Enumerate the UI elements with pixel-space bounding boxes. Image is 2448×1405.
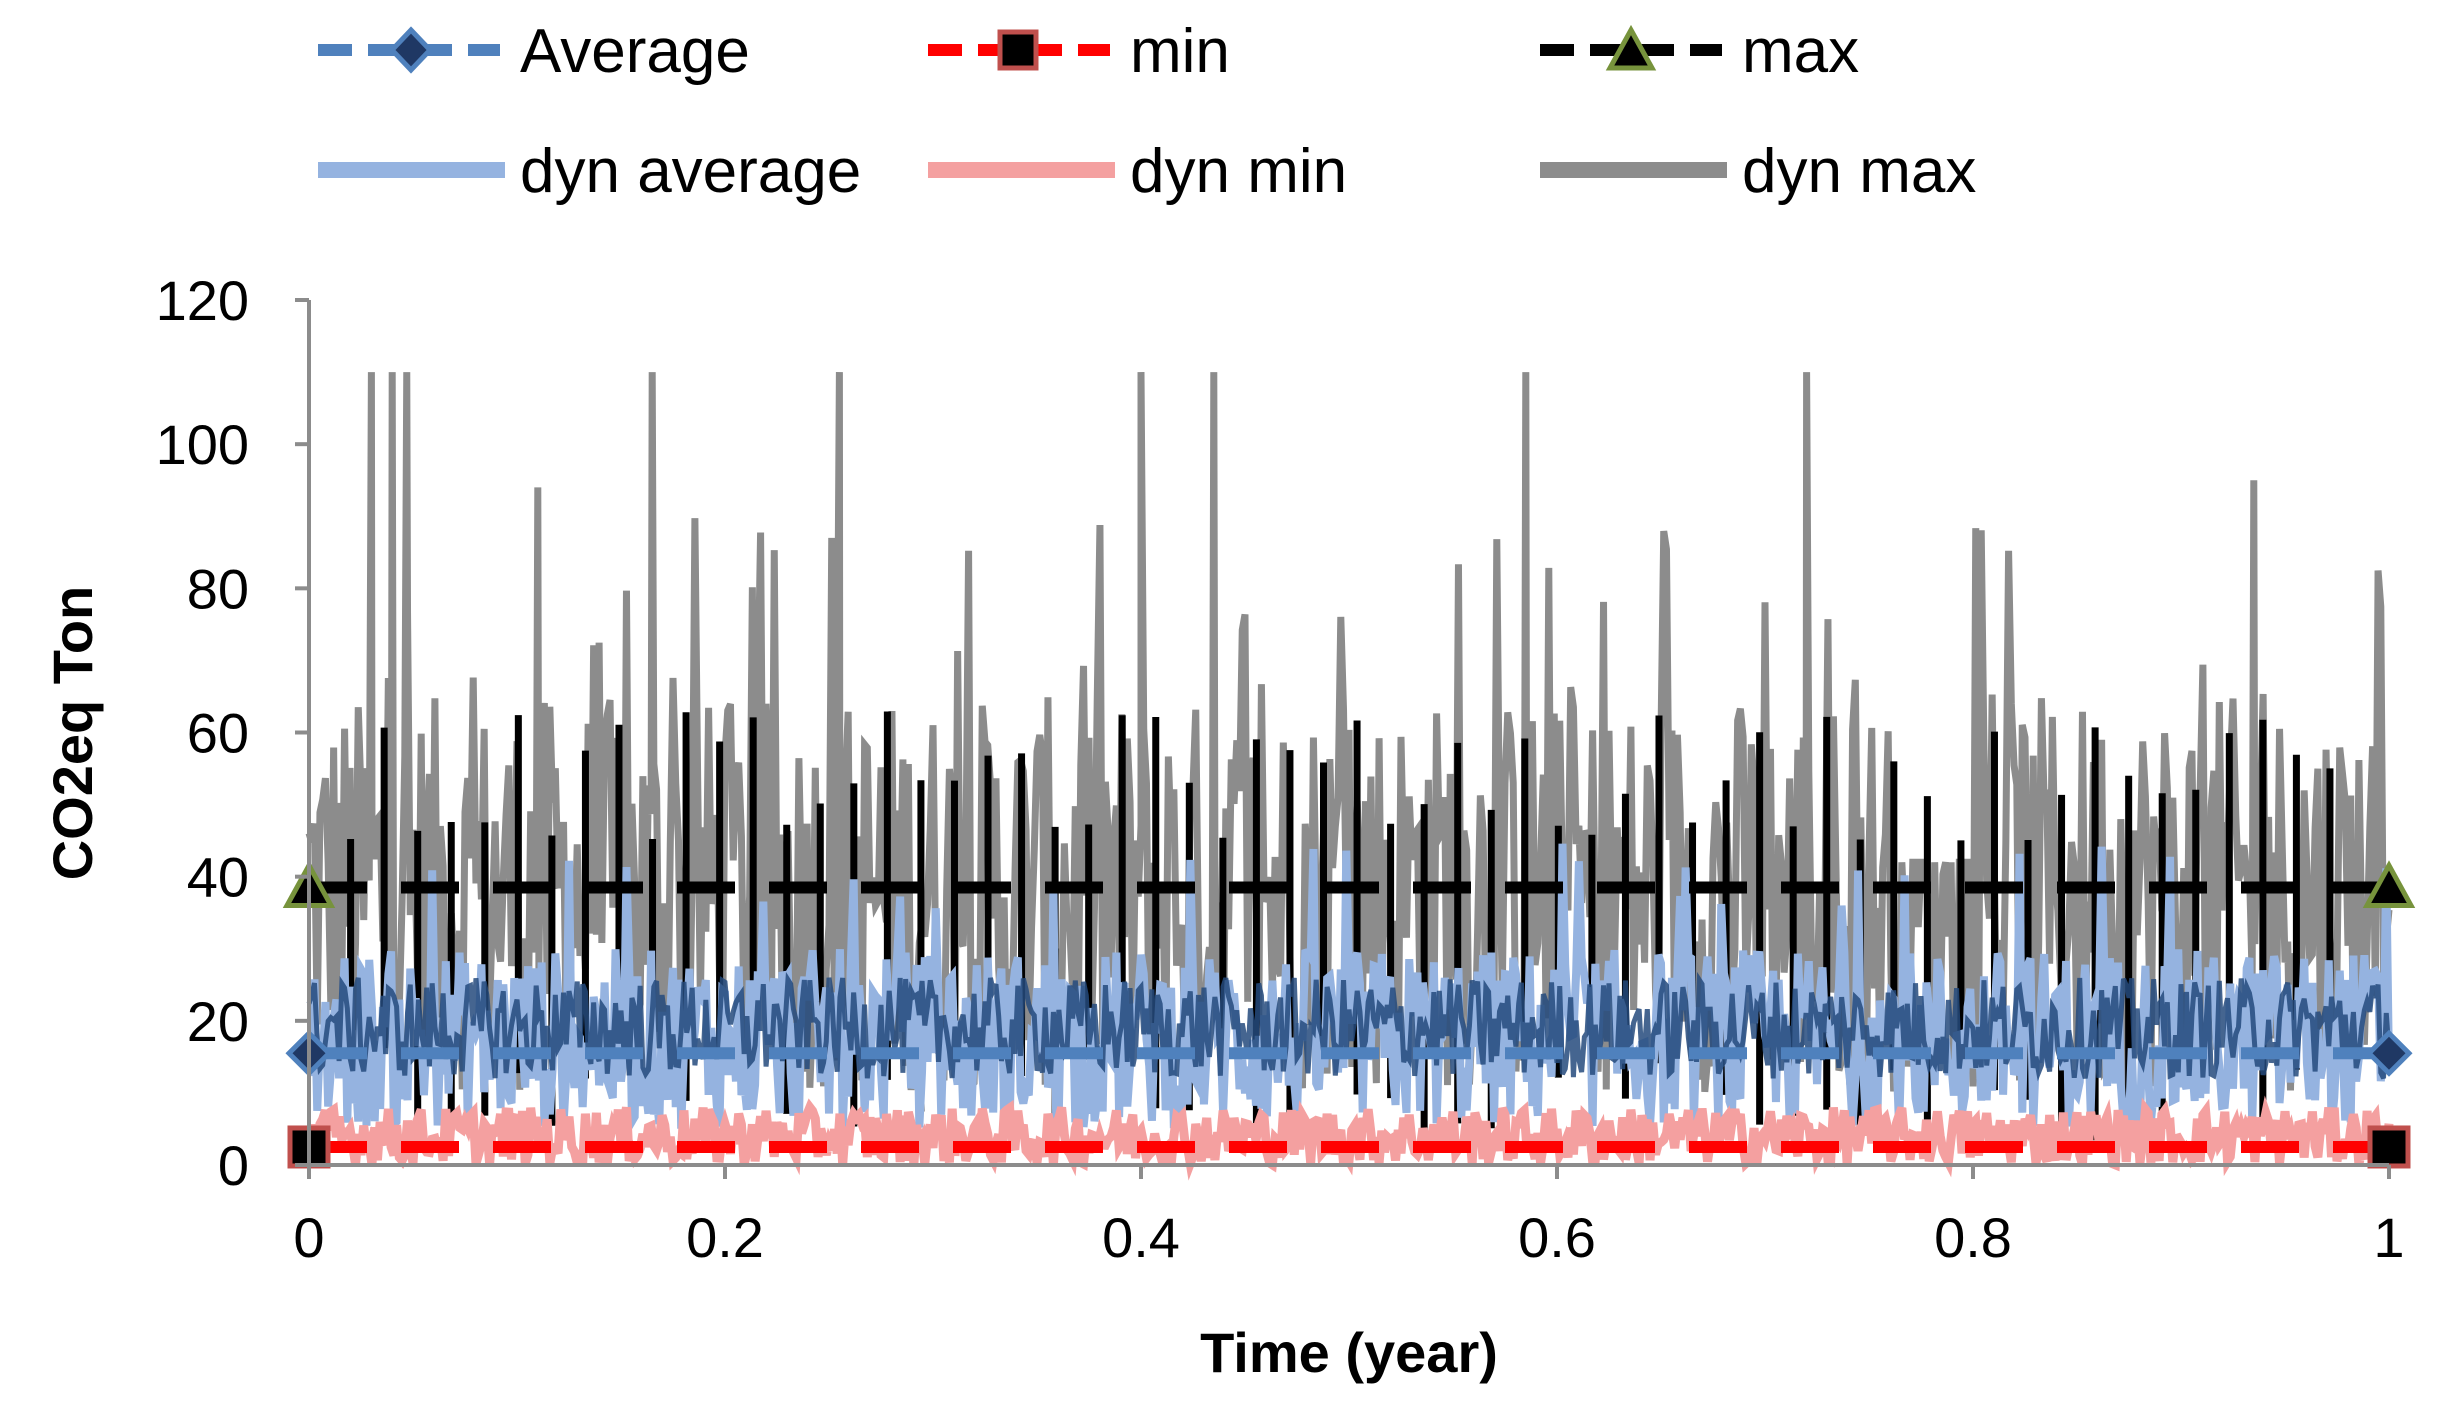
dyn-max-series-line	[305, 372, 2393, 1095]
legend-average-diamond-icon	[388, 26, 434, 74]
dyn-min-series-line	[306, 1095, 2394, 1181]
legend-item-min: min	[928, 17, 1230, 86]
average-diamond-marker	[2365, 1029, 2413, 1077]
x-tick-label: 0.4	[1102, 1206, 1180, 1269]
legend-dyn-average-label: dyn average	[520, 137, 861, 206]
legend-item-dyn-min: dyn min	[928, 137, 1347, 206]
legend-average-label: Average	[520, 17, 750, 86]
legend-min-square-icon	[997, 29, 1039, 71]
legend-dyn-max-label: dyn max	[1742, 137, 1976, 206]
average-variability-line	[306, 971, 2392, 1082]
max-triangle-marker	[2362, 860, 2416, 908]
y-tick-label: 60	[187, 702, 249, 765]
x-tick-label: 0	[293, 1206, 324, 1269]
x-tick-label: 0.6	[1518, 1206, 1596, 1269]
legend-item-max: max	[1540, 17, 1859, 86]
x-axis-title: Time (year)	[1200, 1321, 1498, 1384]
x-tick-label: 0.8	[1934, 1206, 2012, 1269]
y-tick-label: 40	[187, 846, 249, 909]
y-tick-label: 120	[156, 269, 249, 332]
x-tick-label: 0.2	[686, 1206, 764, 1269]
y-tick-label: 80	[187, 557, 249, 620]
ticks-layer: 0 20 40 60 80 100 120 0 0.2 0.4 0.6 0.8 1	[156, 269, 2405, 1269]
y-axis-title: CO2eq Ton	[41, 586, 104, 881]
legend-min-label: min	[1130, 17, 1230, 86]
dynamic-series-layer	[305, 372, 2394, 1181]
y-tick-label: 100	[156, 413, 249, 476]
y-tick-label: 0	[218, 1134, 249, 1197]
legend-item-average: Average	[318, 17, 750, 86]
static-series-layer	[282, 860, 2416, 1169]
dyn-average-series-line	[305, 843, 2393, 1143]
legend: Average min max dyn average dyn min dyn …	[318, 17, 1976, 206]
legend-max-label: max	[1742, 17, 1859, 86]
y-tick-label: 20	[187, 990, 249, 1053]
legend-dyn-min-label: dyn min	[1130, 137, 1347, 206]
legend-max-triangle-icon	[1605, 24, 1657, 71]
x-tick-label: 1	[2373, 1206, 2404, 1269]
min-square-marker	[2367, 1125, 2411, 1169]
legend-item-dyn-max: dyn max	[1540, 137, 1976, 206]
legend-item-dyn-average: dyn average	[318, 137, 861, 206]
